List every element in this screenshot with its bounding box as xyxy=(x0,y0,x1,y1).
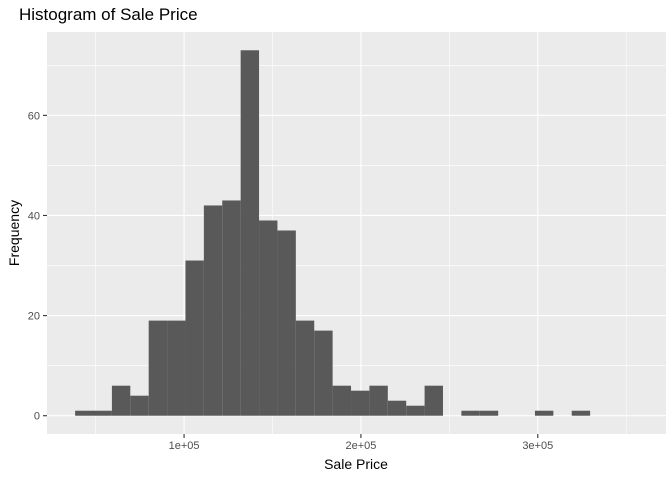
y-tick-label: 20 xyxy=(28,311,40,323)
histogram-bar xyxy=(406,405,425,416)
x-tick-label: 3e+05 xyxy=(522,440,553,452)
histogram-bar xyxy=(369,385,388,416)
plot-panel xyxy=(47,32,666,434)
y-tick-label: 60 xyxy=(28,110,40,122)
histogram-bar xyxy=(75,410,94,416)
histogram-bar xyxy=(479,410,499,416)
histogram-bar xyxy=(461,410,480,416)
histogram-bars xyxy=(75,50,591,416)
histogram-bar xyxy=(534,410,554,416)
x-tick-label: 1e+05 xyxy=(169,440,200,452)
histogram-bar xyxy=(259,220,278,416)
histogram-bar xyxy=(314,330,333,416)
histogram-bar xyxy=(185,260,204,416)
histogram-bar xyxy=(351,390,370,416)
histogram-bar xyxy=(240,50,260,416)
histogram-bar xyxy=(148,320,168,416)
histogram-bar xyxy=(111,385,131,416)
chart-title: Histogram of Sale Price xyxy=(19,5,198,24)
histogram-bar xyxy=(130,395,149,416)
histogram-bar xyxy=(167,320,186,416)
y-tick-label: 0 xyxy=(34,411,40,423)
histogram-bar xyxy=(571,410,591,416)
histogram-bar xyxy=(424,385,443,416)
x-axis-title: Sale Price xyxy=(324,456,388,472)
histogram-bar xyxy=(295,320,315,416)
histogram-bar xyxy=(222,200,241,416)
x-axis-ticks: 1e+05 2e+05 3e+05 xyxy=(169,434,553,452)
x-tick-label: 2e+05 xyxy=(345,440,376,452)
y-tick-label: 40 xyxy=(28,210,40,222)
histogram-bar xyxy=(387,400,407,416)
histogram-bar xyxy=(277,230,296,416)
histogram-bar xyxy=(203,205,223,416)
histogram-bar xyxy=(93,410,112,416)
y-axis-ticks: 0 20 40 60 xyxy=(28,110,47,423)
histogram-bar xyxy=(332,385,352,416)
y-axis-title: Frequency xyxy=(6,200,22,266)
